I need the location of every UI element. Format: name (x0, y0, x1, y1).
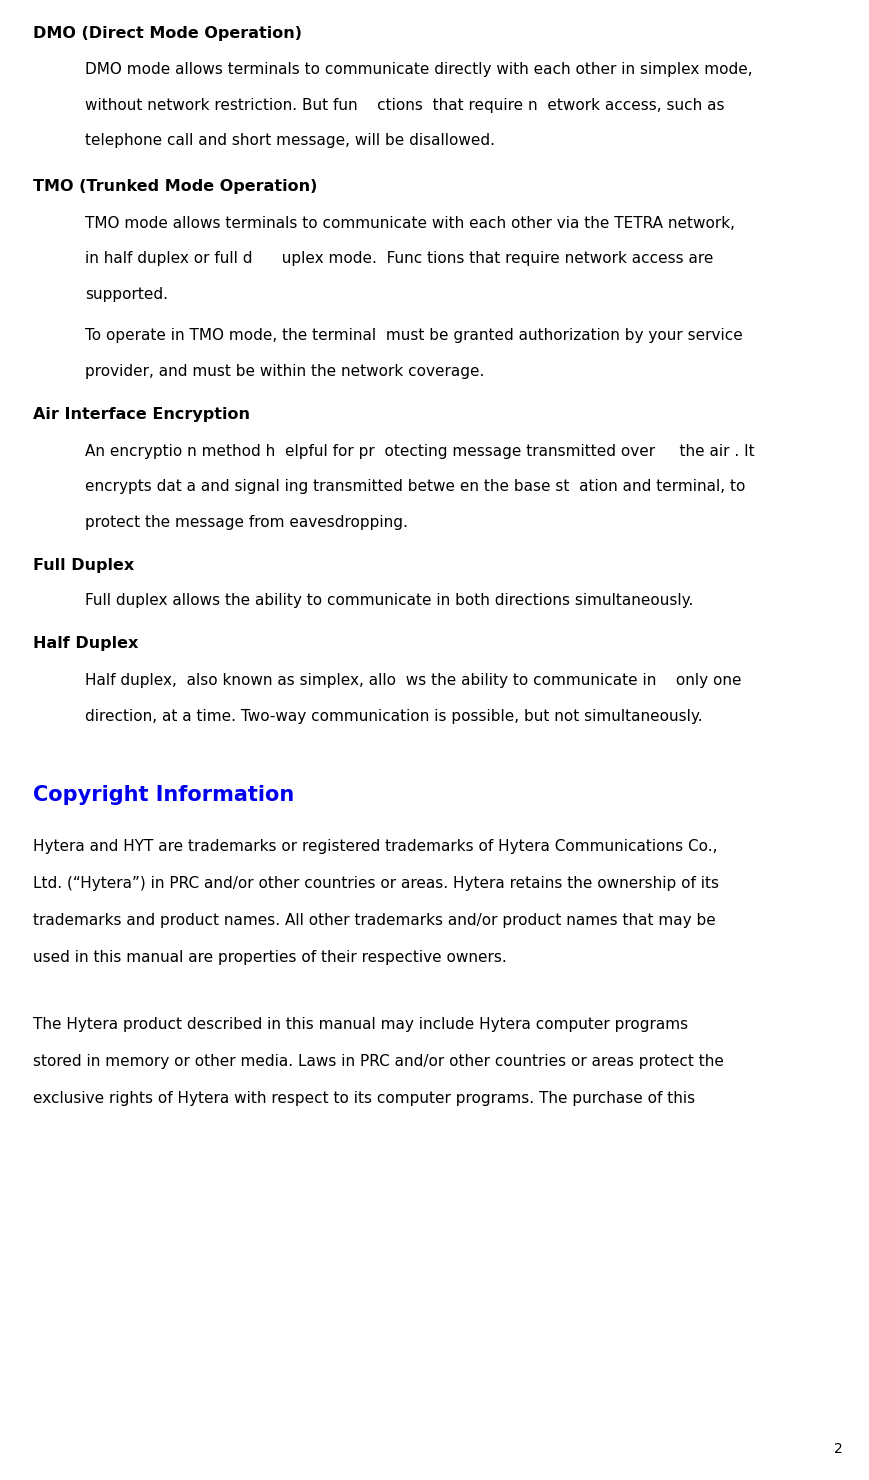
Text: TMO (Trunked Mode Operation): TMO (Trunked Mode Operation) (33, 179, 317, 194)
Text: in half duplex or full d      uplex mode.  Func tions that require network acces: in half duplex or full d uplex mode. Fun… (85, 252, 713, 266)
Text: Full Duplex: Full Duplex (33, 558, 135, 573)
Text: Air Interface Encryption: Air Interface Encryption (33, 407, 250, 422)
Text: 2: 2 (834, 1443, 843, 1456)
Text: Half Duplex: Half Duplex (33, 636, 138, 651)
Text: Hytera and HYT are trademarks or registered trademarks of Hytera Communications : Hytera and HYT are trademarks or registe… (33, 839, 718, 854)
Text: provider, and must be within the network coverage.: provider, and must be within the network… (85, 364, 485, 379)
Text: TMO mode allows terminals to communicate with each other via the TETRA network,: TMO mode allows terminals to communicate… (85, 216, 735, 231)
Text: protect the message from eavesdropping.: protect the message from eavesdropping. (85, 515, 408, 530)
Text: DMO (Direct Mode Operation): DMO (Direct Mode Operation) (33, 27, 302, 41)
Text: exclusive rights of Hytera with respect to its computer programs. The purchase o: exclusive rights of Hytera with respect … (33, 1091, 695, 1106)
Text: An encryptio n method h  elpful for pr  otecting message transmitted over     th: An encryptio n method h elpful for pr ot… (85, 444, 755, 459)
Text: Full duplex allows the ability to communicate in both directions simultaneously.: Full duplex allows the ability to commun… (85, 593, 693, 608)
Text: used in this manual are properties of their respective owners.: used in this manual are properties of th… (33, 950, 507, 965)
Text: Ltd. (“Hytera”) in PRC and/or other countries or areas. Hytera retains the owner: Ltd. (“Hytera”) in PRC and/or other coun… (33, 876, 719, 891)
Text: DMO mode allows terminals to communicate directly with each other in simplex mod: DMO mode allows terminals to communicate… (85, 62, 753, 77)
Text: Half duplex,  also known as simplex, allo  ws the ability to communicate in    o: Half duplex, also known as simplex, allo… (85, 673, 741, 688)
Text: To operate in TMO mode, the terminal  must be granted authorization by your serv: To operate in TMO mode, the terminal mus… (85, 329, 743, 343)
Text: supported.: supported. (85, 287, 169, 302)
Text: trademarks and product names. All other trademarks and/or product names that may: trademarks and product names. All other … (33, 913, 716, 928)
Text: The Hytera product described in this manual may include Hytera computer programs: The Hytera product described in this man… (33, 1017, 688, 1032)
Text: Copyright Information: Copyright Information (33, 784, 295, 805)
Text: encrypts dat a and signal ing transmitted betwe en the base st  ation and termin: encrypts dat a and signal ing transmitte… (85, 480, 746, 494)
Text: direction, at a time. Two-way communication is possible, but not simultaneously.: direction, at a time. Two-way communicat… (85, 709, 703, 724)
Text: telephone call and short message, will be disallowed.: telephone call and short message, will b… (85, 133, 495, 148)
Text: stored in memory or other media. Laws in PRC and/or other countries or areas pro: stored in memory or other media. Laws in… (33, 1054, 724, 1069)
Text: without network restriction. But fun    ctions  that require n  etwork access, s: without network restriction. But fun cti… (85, 98, 725, 112)
